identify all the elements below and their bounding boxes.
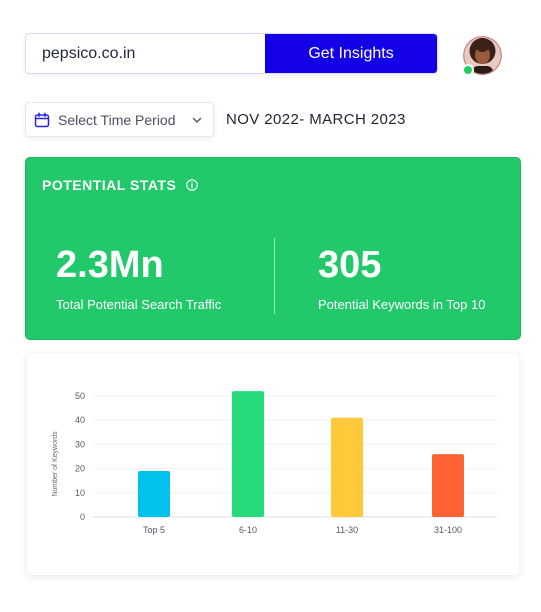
x-tick-label: 11-30 [336,525,358,535]
y-tick-label: 40 [75,415,85,425]
bar [232,391,264,517]
get-insights-button[interactable]: Get Insights [265,34,437,73]
stats-title: POTENTIAL STATS [42,177,177,193]
y-tick-label: 10 [75,488,85,498]
top10-keywords-caption: Potential Keywords in Top 10 [318,297,486,312]
time-period-select-label: Select Time Period [58,111,176,128]
y-tick-label: 20 [75,464,85,474]
calendar-icon [34,111,50,127]
y-tick-label: 30 [75,439,85,449]
keywords-chart-card: 0 10 20 30 40 50 Number of Keywords Top 5 6-10 11… [27,353,519,575]
search-bar: Get Insights [25,33,438,74]
online-status-dot [462,64,474,76]
time-period-select[interactable]: Select Time Period [25,102,214,137]
domain-input[interactable] [26,34,265,73]
y-axis-label: Number of Keywords [52,431,59,497]
bar [331,417,363,517]
total-traffic-caption: Total Potential Search Traffic [56,297,222,312]
bar [432,454,464,517]
stats-divider [274,238,275,314]
x-tick-label: 31-100 [434,525,462,535]
selected-period-range: NOV 2022- MARCH 2023 [226,111,406,128]
user-avatar-icon [463,36,502,75]
x-tick-label: 6-10 [239,525,257,535]
top10-keywords-value: 305 [318,244,382,286]
total-traffic-value: 2.3Mn [56,244,164,286]
keywords-bar-chart: 0 10 20 30 40 50 Number of Keywords Top 5 6-10 11… [52,391,497,535]
bar [138,471,170,517]
user-avatar[interactable] [463,36,502,75]
y-tick-label: 50 [75,391,85,401]
info-icon[interactable] [186,179,198,191]
chevron-down-icon [192,117,202,123]
y-tick-label: 0 [80,512,85,522]
x-tick-label: Top 5 [143,525,165,535]
potential-stats-card: POTENTIAL STATS 2.3Mn Total Potential Se… [25,157,521,340]
